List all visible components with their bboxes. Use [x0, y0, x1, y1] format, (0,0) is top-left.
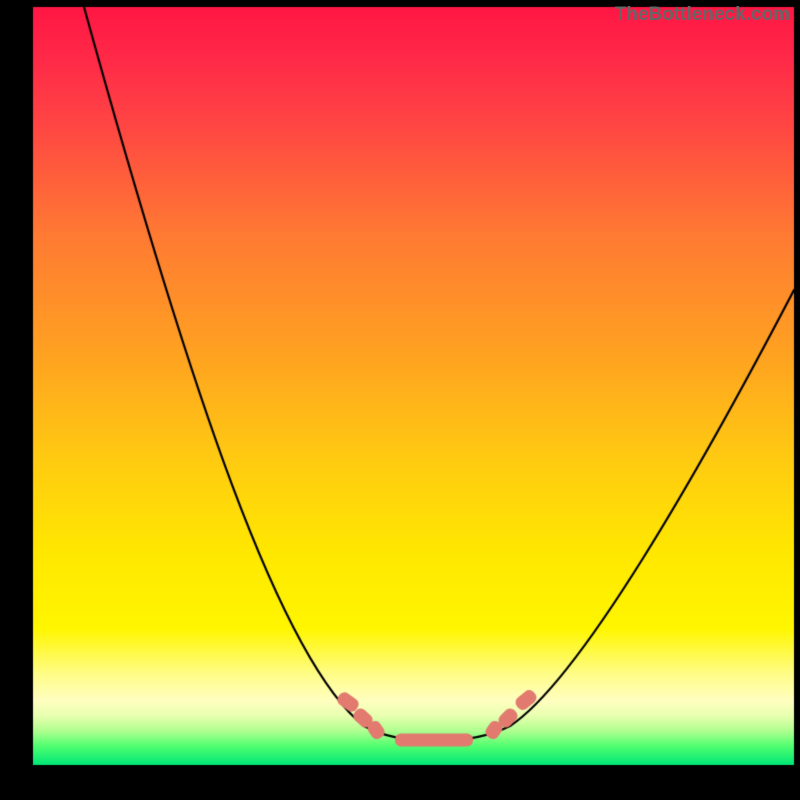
- bottleneck-chart: [0, 0, 800, 800]
- watermark-text: TheBottleneck.com: [615, 4, 790, 26]
